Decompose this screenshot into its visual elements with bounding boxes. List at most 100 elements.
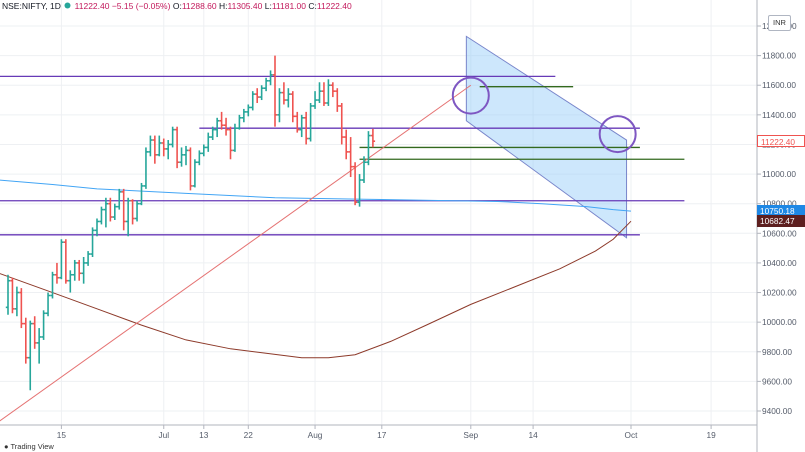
ohlc-bar [210,126,215,141]
ohlc-bar [201,144,206,157]
ohlc-bar [214,117,220,138]
ohlc-bar [263,77,269,92]
ohlc-bar [14,286,20,317]
price-tick-label: 11800.00 [762,51,796,61]
open-label: O: [172,1,182,11]
ohlc-bar [50,271,55,299]
ohlc-bar [54,262,60,284]
price-tag-last-price: 11222.40 [757,135,805,148]
legend-row: ● Trading View [4,442,54,451]
ohlc-bars [5,55,376,391]
time-axis[interactable]: 15 Jul 13 22 Aug 17 Sep 14 Oct 19 [57,425,716,440]
last-price-value: 11222.40 [74,1,110,11]
ohlc-bar [299,114,304,138]
ohlc-bar [174,126,180,169]
time-tick-label: Oct [625,430,639,440]
ohlc-bar [339,103,344,145]
ohlc-bar [277,88,282,123]
price-tick-label: 10400.00 [762,258,797,268]
ohlc-bar [335,88,340,112]
price-tick-label: 9800.00 [762,347,792,357]
ohlc-bar [352,162,358,206]
price-tick-label: 10200.00 [762,288,797,298]
ohlc-bar [188,147,193,191]
ohlc-bar [361,156,367,183]
ohlc-bar [157,135,162,157]
ohlc-bar [219,111,224,130]
ohlc-bar [41,310,46,340]
ohlc-bar [10,277,15,314]
price-tick-label: 9400.00 [762,406,792,416]
highlight-circle [451,76,490,115]
ohlc-bar [5,274,11,315]
ohlc-bar [117,188,122,210]
ohlc-bar [366,131,371,166]
time-tick-label: Aug [308,430,323,440]
ohlc-bar [32,316,37,349]
brown-moving-average [0,220,632,359]
ohlc-bar [170,126,175,148]
ohlc-bar [59,239,64,280]
ohlc-bar [45,292,51,317]
ohlc-bar [143,147,149,189]
ohlc-bar [321,82,327,106]
ohlc-bar [99,206,104,225]
close-label: C: [308,1,317,11]
ohlc-bar [68,270,73,293]
ohlc-bar [81,257,86,284]
ohlc-bar [272,55,278,127]
price-tick-label: 10600.00 [762,228,797,238]
ohlc-bar [259,85,264,101]
ohlc-bar [90,227,95,257]
ohlc-bar [152,135,158,164]
ohlc-bar [348,137,353,178]
low-label: L: [264,1,272,11]
close-value: 11222.40 [316,1,352,11]
price-tick-label: 10800.00 [762,199,797,209]
ohlc-bar [344,129,349,160]
ohlc-bar [290,91,295,123]
low-value: 11181.00 [271,1,307,11]
ohlc-bar [28,320,33,391]
time-tick-label: 14 [528,430,538,440]
ohlc-bar [237,114,242,130]
price-tick-label: 11400.00 [762,110,796,120]
ohlc-bar [241,108,247,123]
currency-button[interactable]: INR [768,15,791,31]
ohlc-bar [370,128,376,148]
ohlc-bar [197,150,202,166]
ohlc-bar [295,111,300,133]
ohlc-bar [166,140,171,160]
ohlc-bar [72,259,77,281]
ohlc-bar [192,159,198,188]
highlight-circle [598,115,637,154]
price-tag-blue-ma: 10750.18 [757,205,805,218]
ohlc-bar [357,174,362,207]
ohlc-bar [286,88,291,108]
ohlc-bar [130,199,135,225]
high-value: 11305.40 [227,1,263,11]
symbol-label[interactable]: NSE:NIFTY, 1D [2,1,61,11]
ohlc-bar [312,91,318,109]
price-tick-label: 11600.00 [762,80,796,90]
price-tag-brown-ma: 10682.47 [757,215,805,228]
time-tick-label: Jul [158,430,169,440]
ohlc-bar [179,147,184,167]
ohlc-bar [206,132,211,152]
chart-grid [0,0,757,425]
ohlc-bar [103,197,109,228]
ohlc-bar [183,145,189,166]
ohlc-bar [94,218,100,237]
chart-header: NSE:NIFTY, 1D 11222.40 −5.15 (−0.05%) O:… [2,0,352,12]
blue-moving-average [0,179,632,212]
ohlc-bar [223,117,229,136]
ohlc-bar [228,126,233,160]
price-tick-label: 10000.00 [762,317,797,327]
ohlc-bar [161,138,166,157]
legend-text: Trading View [10,442,54,451]
ohlc-bar [63,239,69,284]
open-value: 11288.60 [181,1,217,11]
ohlc-bar [303,111,309,145]
time-tick-label: Sep [463,430,478,440]
